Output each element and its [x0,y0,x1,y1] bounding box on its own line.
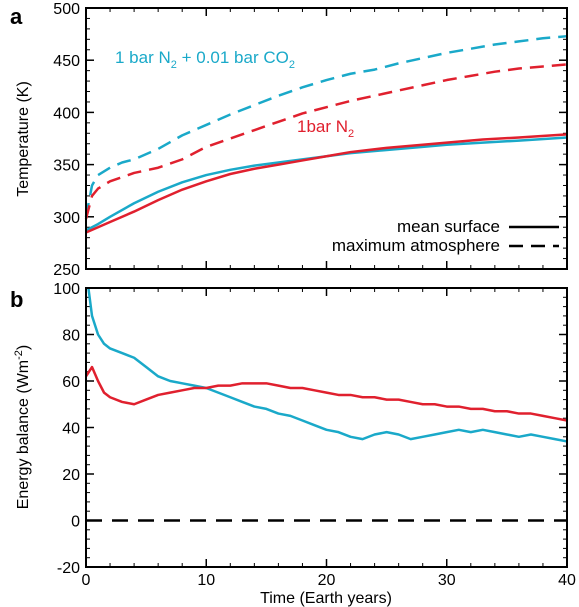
panel-b-xtick-label: 40 [558,572,576,589]
legend-label-mean-surface: mean surface [397,217,500,236]
panel-b-letter: b [10,287,23,312]
panel-b-ytick-label: 40 [62,421,80,438]
panel-b-frame [85,287,568,568]
cyan-series-label: 1 bar N2 + 0.01 bar CO2 [115,48,295,71]
panel-b-ytick-label: -20 [57,560,80,577]
panel-a: 250 300 350 400 450 500 Temperature (K) 1 bar… [15,1,568,279]
panel-b-xtick-label: 20 [318,572,336,589]
panel-b-xtick-label: 30 [438,572,456,589]
panel-a-ytick-label: 450 [53,53,80,70]
panel-b-ytick-label: 20 [62,467,80,484]
red-series-label: 1bar N2 [297,117,354,140]
panel-b-ytick-label: 60 [62,374,80,391]
panel-a-series-red-solid [85,133,568,234]
panel-b-ytick-label: 0 [71,514,80,531]
panel-b-ytick-label: 80 [62,328,80,345]
panel-b-series-cyan-solid [87,287,568,443]
panel-a-series [84,34,568,234]
panel-b-xtick-label: 10 [197,572,215,589]
panel-b-series-red-solid [84,365,568,422]
panel-b-series [84,287,568,522]
panel-a-ytick-label: 500 [53,1,80,18]
panel-a-series-red-dashed [84,63,568,220]
panel-a-ytick-label: 350 [53,158,80,175]
panel-a-ticks: 250 300 350 400 450 500 [53,1,568,279]
panel-b-xtick-label: 0 [82,572,91,589]
panel-b-ylabel: Energy balance (Wm-2) [13,345,32,510]
panel-a-ytick-label: 400 [53,105,80,122]
panel-a-ytick-label: 300 [53,210,80,227]
panel-a-series-cyan-dashed [84,34,568,218]
panel-a-ylabel: Temperature (K) [15,81,32,197]
legend: mean surface maximum atmosphere [332,217,559,255]
panel-b-ytick-label: 100 [53,281,80,298]
panel-a-series-cyan-solid [85,136,568,232]
panel-a-letter: a [10,4,23,29]
panel-a-ytick-label: 250 [53,262,80,279]
panel-a-frame [85,7,568,270]
legend-label-maximum-atmosphere: maximum atmosphere [332,236,500,255]
panel-b-xlabel: Time (Earth years) [260,590,392,607]
